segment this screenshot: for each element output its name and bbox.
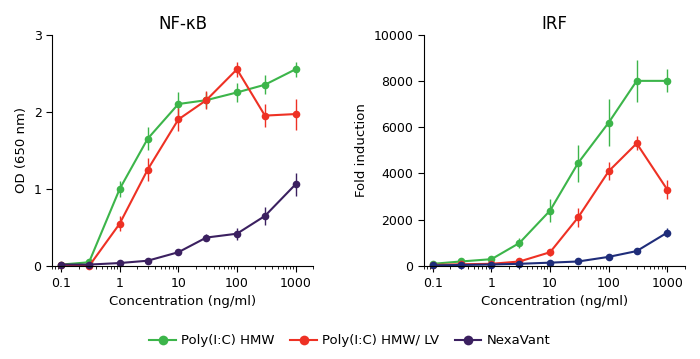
Y-axis label: OD (650 nm): OD (650 nm) xyxy=(15,107,28,194)
Y-axis label: Fold induction: Fold induction xyxy=(355,103,368,197)
Title: NF-κB: NF-κB xyxy=(158,15,207,33)
Legend: Poly(I:C) HMW, Poly(I:C) HMW/ LV, NexaVant: Poly(I:C) HMW, Poly(I:C) HMW/ LV, NexaVa… xyxy=(144,329,556,353)
Title: IRF: IRF xyxy=(541,15,568,33)
X-axis label: Concentration (ng/ml): Concentration (ng/ml) xyxy=(109,295,256,308)
X-axis label: Concentration (ng/ml): Concentration (ng/ml) xyxy=(481,295,628,308)
